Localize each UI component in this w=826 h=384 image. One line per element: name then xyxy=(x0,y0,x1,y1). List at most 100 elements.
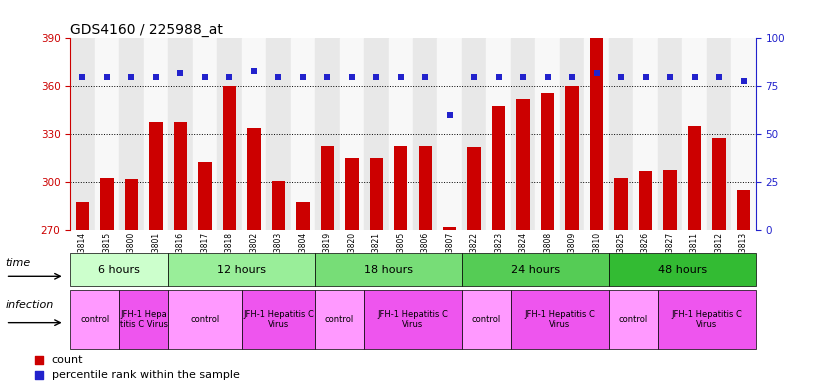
Bar xyxy=(291,38,315,230)
Bar xyxy=(541,93,554,230)
Bar xyxy=(516,99,530,230)
Bar xyxy=(364,38,388,230)
Bar xyxy=(712,137,726,230)
Bar xyxy=(535,38,560,230)
Bar xyxy=(125,179,138,230)
Bar xyxy=(100,177,114,230)
Bar xyxy=(119,290,169,349)
Point xyxy=(370,74,383,80)
Bar xyxy=(615,177,628,230)
Bar xyxy=(369,158,383,230)
Text: control: control xyxy=(325,315,354,324)
Bar xyxy=(492,106,506,230)
Bar xyxy=(144,38,169,230)
Text: GDS4160 / 225988_at: GDS4160 / 225988_at xyxy=(70,23,223,37)
Bar xyxy=(609,253,756,286)
Bar xyxy=(76,202,89,230)
Bar xyxy=(364,290,462,349)
Point xyxy=(443,112,456,118)
Point xyxy=(590,70,603,76)
Text: count: count xyxy=(52,355,83,365)
Point xyxy=(737,78,750,84)
Point xyxy=(639,74,653,80)
Point xyxy=(468,74,481,80)
Bar xyxy=(731,38,756,230)
Text: 48 hours: 48 hours xyxy=(657,265,707,275)
Bar xyxy=(150,122,163,230)
Bar xyxy=(590,35,603,230)
Bar xyxy=(315,290,364,349)
Bar xyxy=(241,290,315,349)
Bar xyxy=(70,290,119,349)
Point xyxy=(345,74,358,80)
Bar xyxy=(70,253,169,286)
Bar xyxy=(70,38,95,230)
Bar xyxy=(462,290,511,349)
Bar xyxy=(320,146,334,230)
Text: control: control xyxy=(190,315,220,324)
Bar xyxy=(169,290,242,349)
Bar xyxy=(566,86,579,230)
Bar xyxy=(413,38,438,230)
Bar xyxy=(242,38,266,230)
Text: JFH-1 Hepa
titis C Virus: JFH-1 Hepa titis C Virus xyxy=(120,310,168,329)
Point xyxy=(328,180,341,187)
Text: JFH-1 Hepatitis C
Virus: JFH-1 Hepatitis C Virus xyxy=(672,310,743,329)
Bar xyxy=(173,122,188,230)
Bar xyxy=(487,38,511,230)
Text: percentile rank within the sample: percentile rank within the sample xyxy=(52,370,240,380)
Bar xyxy=(468,147,481,230)
Point xyxy=(100,74,113,80)
Bar xyxy=(198,162,211,230)
Bar xyxy=(419,146,432,230)
Bar xyxy=(339,38,364,230)
Bar xyxy=(462,253,609,286)
Bar xyxy=(95,38,119,230)
Bar xyxy=(663,170,676,230)
Point xyxy=(663,74,676,80)
Point xyxy=(272,74,285,80)
Bar xyxy=(217,38,242,230)
Point xyxy=(516,74,529,80)
Bar xyxy=(511,38,535,230)
Point xyxy=(297,74,310,80)
Bar xyxy=(462,38,487,230)
Bar xyxy=(345,158,358,230)
Point xyxy=(566,74,579,80)
Point xyxy=(125,74,138,80)
Point xyxy=(419,74,432,80)
Bar xyxy=(609,38,634,230)
Bar xyxy=(315,38,339,230)
Text: control: control xyxy=(619,315,648,324)
Bar xyxy=(169,253,315,286)
Point xyxy=(615,74,628,80)
Bar xyxy=(394,146,407,230)
Bar xyxy=(296,202,310,230)
Bar xyxy=(609,290,657,349)
Bar xyxy=(272,181,285,230)
Text: control: control xyxy=(80,315,109,324)
Point xyxy=(198,74,211,80)
Point xyxy=(173,70,187,76)
Bar xyxy=(638,171,653,230)
Text: control: control xyxy=(472,315,501,324)
Text: 24 hours: 24 hours xyxy=(510,265,560,275)
Text: 12 hours: 12 hours xyxy=(217,265,266,275)
Text: time: time xyxy=(6,258,31,268)
Bar xyxy=(388,38,413,230)
Bar xyxy=(707,38,731,230)
Point xyxy=(328,319,341,326)
Text: JFH-1 Hepatitis C
Virus: JFH-1 Hepatitis C Virus xyxy=(377,310,449,329)
Bar xyxy=(192,38,217,230)
Bar xyxy=(585,38,609,230)
Bar xyxy=(438,38,462,230)
Point xyxy=(223,74,236,80)
Bar xyxy=(119,38,144,230)
Bar xyxy=(315,253,462,286)
Point xyxy=(713,74,726,80)
Text: infection: infection xyxy=(6,300,54,310)
Bar xyxy=(737,190,750,230)
Text: JFH-1 Hepatitis C
Virus: JFH-1 Hepatitis C Virus xyxy=(243,310,314,329)
Bar xyxy=(657,290,756,349)
Bar xyxy=(223,86,236,230)
